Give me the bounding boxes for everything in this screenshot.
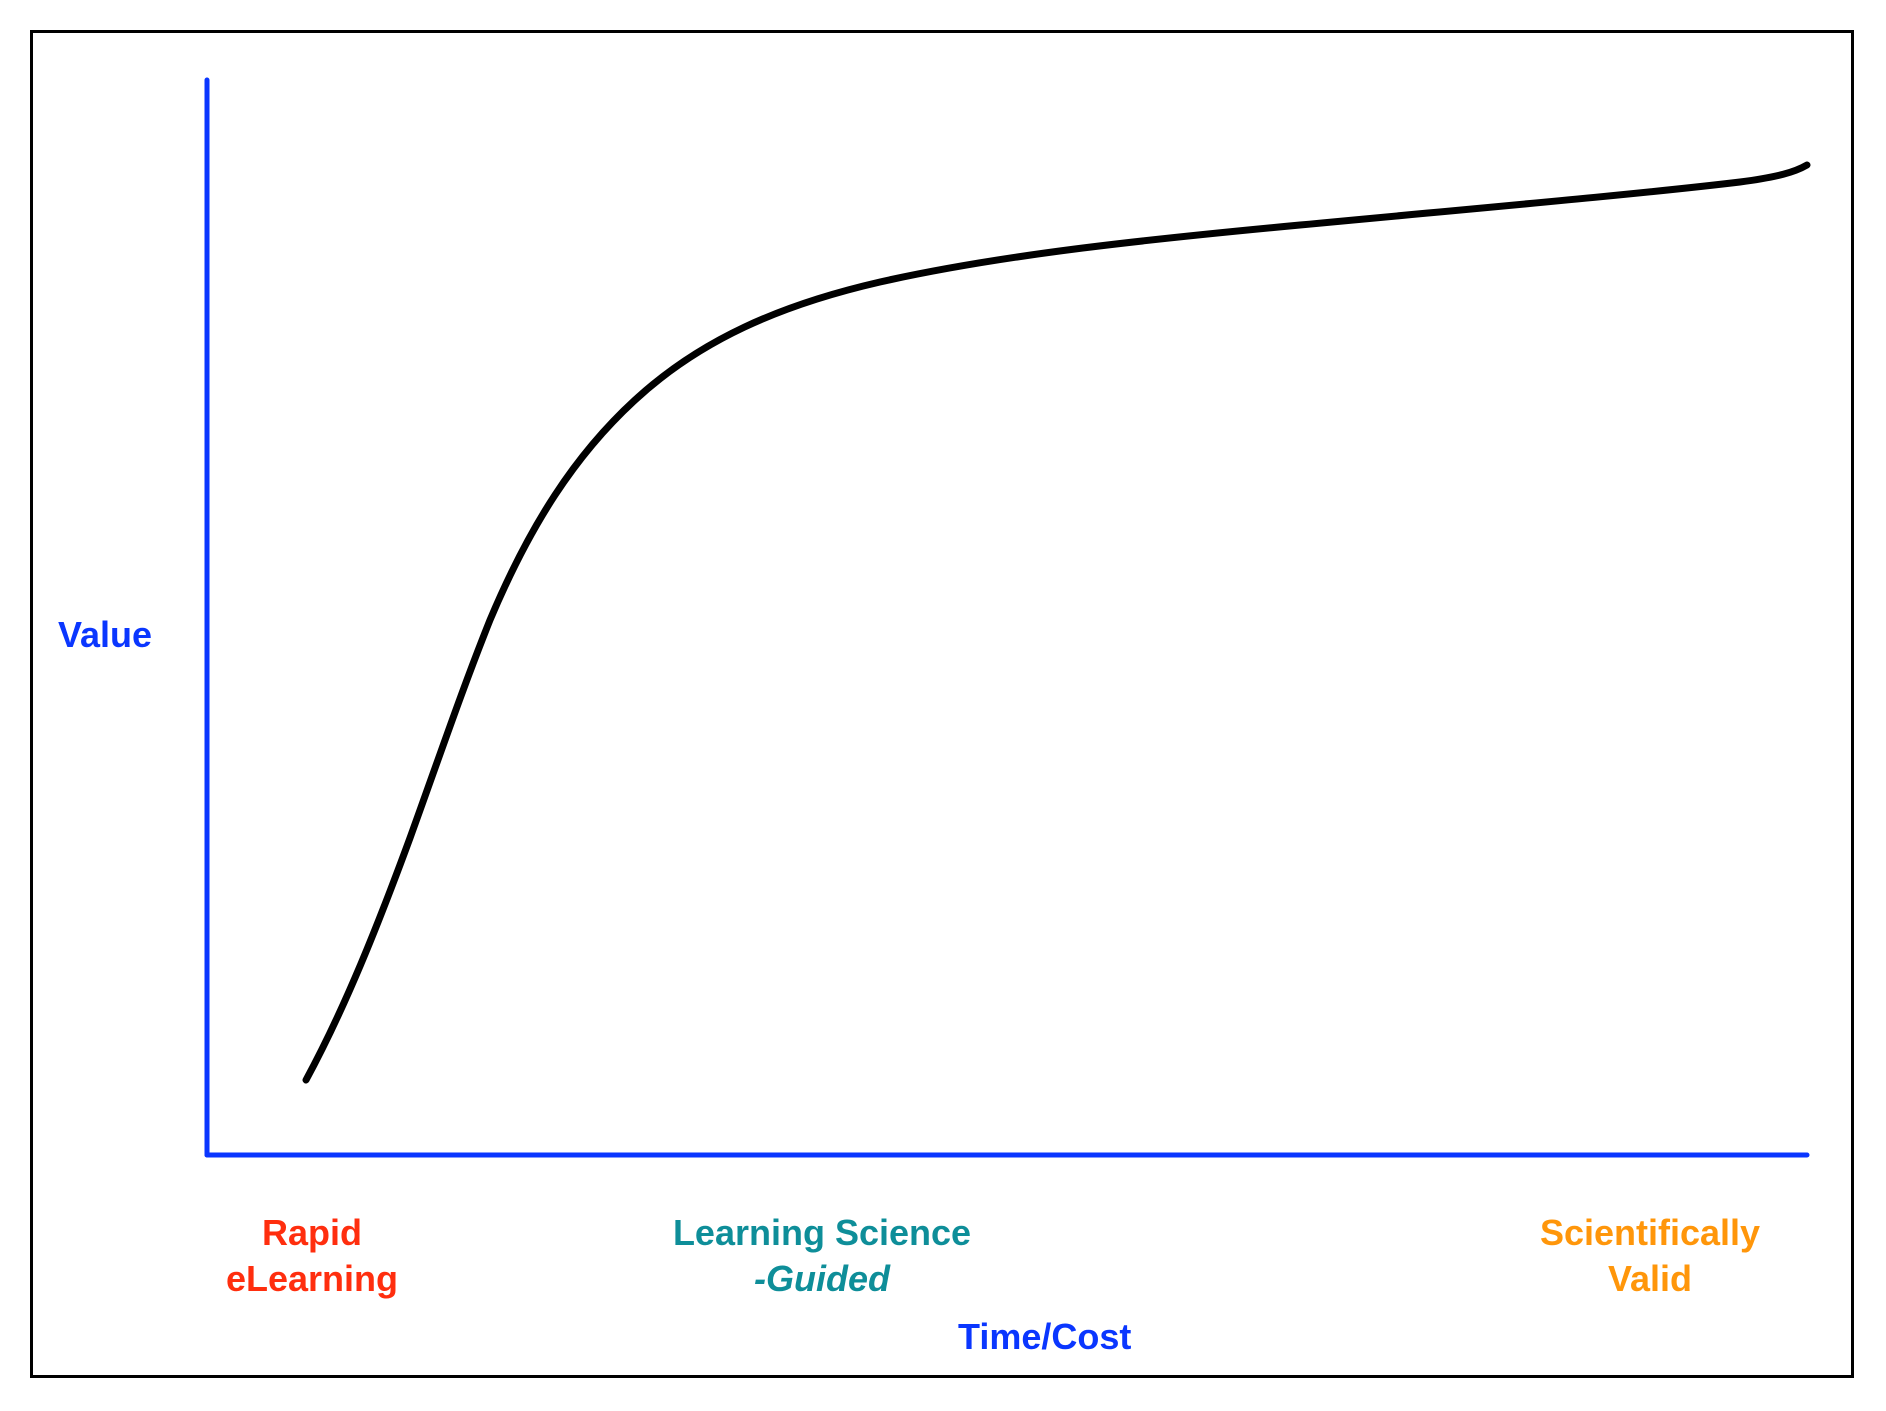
ls-line-1: Learning Science bbox=[672, 1212, 972, 1253]
y-axis-label: Value bbox=[58, 614, 153, 655]
sv-line-1: Scientifically bbox=[1539, 1212, 1761, 1253]
diagram-frame bbox=[30, 30, 1854, 1378]
annotation-learning-science-guided: Learning Science -Guided bbox=[622, 1210, 1022, 1302]
rapid-line-1: Rapid bbox=[261, 1212, 362, 1253]
annotation-scientifically-valid: Scientifically Valid bbox=[1500, 1210, 1800, 1302]
value-curve-final bbox=[302, 161, 1811, 1084]
annotation-rapid-elearning: Rapid eLearning bbox=[212, 1210, 412, 1302]
ls-line-2: -Guided bbox=[754, 1258, 890, 1299]
x-axis-label: Time/Cost bbox=[958, 1316, 1132, 1357]
rapid-line-2: eLearning bbox=[225, 1258, 399, 1299]
sv-line-2: Valid bbox=[1607, 1258, 1693, 1299]
